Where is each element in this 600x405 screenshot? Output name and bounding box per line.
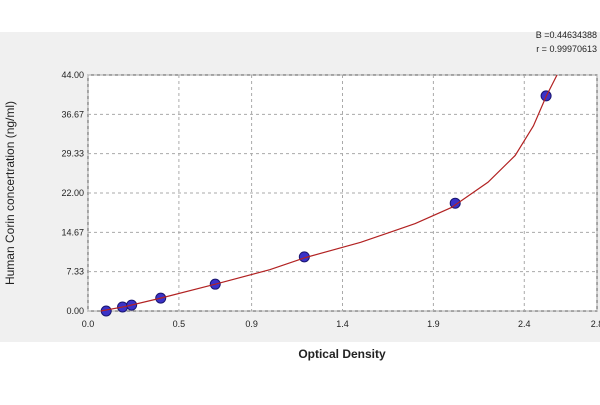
y-tick-label: 14.67 <box>61 227 84 237</box>
y-axis-label: Human Corin concertration (ng/ml) <box>3 101 17 285</box>
fit-curve <box>100 74 558 312</box>
y-tick-label: 22.00 <box>61 188 84 198</box>
data-point <box>449 197 461 209</box>
y-tick-label: 29.33 <box>61 149 84 159</box>
y-tick-label: 44.00 <box>61 70 84 80</box>
y-tick-label: 7.33 <box>66 267 84 277</box>
x-axis-label: Optical Density <box>298 347 386 361</box>
x-tick-label: 2.8 <box>591 319 600 329</box>
annotation: B =0.44634388 <box>536 30 597 40</box>
x-tick-label: 0.9 <box>245 319 258 329</box>
x-tick-label: 2.4 <box>518 319 531 329</box>
y-tick-label: 0.00 <box>66 306 84 316</box>
y-tick-label: 36.67 <box>61 109 84 119</box>
x-tick-label: 1.9 <box>427 319 440 329</box>
x-tick-label: 0.0 <box>82 319 95 329</box>
annotation: r = 0.99970613 <box>536 44 597 54</box>
x-tick-label: 0.5 <box>173 319 186 329</box>
x-tick-label: 1.4 <box>336 319 349 329</box>
